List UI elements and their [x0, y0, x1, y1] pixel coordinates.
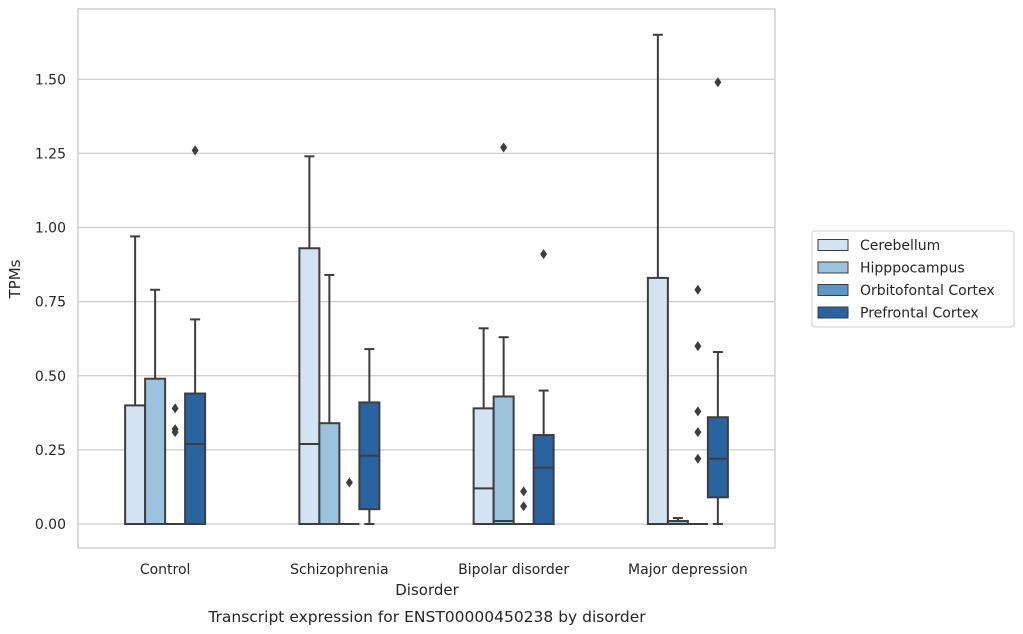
legend-swatch — [817, 239, 849, 251]
box-plot-area — [124, 33, 729, 526]
outlier-point — [714, 77, 722, 88]
box-schizophrenia-prefrontal-cortex — [358, 348, 381, 525]
legend-swatch — [817, 306, 849, 319]
outlier-point — [694, 406, 702, 417]
box-schizophrenia-cerebellum — [298, 155, 321, 525]
y-tick-label: 0.75 — [35, 295, 66, 311]
y-axis-label: TPMs — [6, 259, 24, 299]
box-body — [184, 392, 207, 526]
outlier-point — [345, 477, 353, 488]
box-schizophrenia-hipppocampus — [318, 273, 341, 525]
box-bipolar-disorder-hipppocampus — [492, 142, 515, 526]
outlier-point — [694, 453, 702, 464]
legend-label: Orbitofontal Cortex — [860, 283, 995, 299]
box-control-hipppocampus — [144, 288, 167, 525]
box-body — [532, 434, 555, 525]
box-control-prefrontal-cortex — [184, 145, 207, 526]
y-tick-label: 1.00 — [35, 221, 66, 237]
outlier-point — [171, 403, 179, 414]
grid-lines — [78, 78, 775, 525]
box-body — [492, 395, 515, 526]
box-major-depression-cerebellum — [646, 33, 669, 525]
outlier-point — [520, 501, 528, 512]
box-body — [124, 404, 147, 525]
outlier-point — [500, 142, 508, 153]
outlier-point — [694, 284, 702, 295]
box-schizophrenia-orbitofontal-cortex — [339, 477, 360, 525]
box-major-depression-orbitofontal-cortex — [687, 284, 708, 525]
legend-item-orbitofontal-cortex: Orbitofontal Cortex — [817, 283, 995, 299]
outlier-point — [540, 249, 548, 260]
box-body — [298, 247, 321, 525]
outlier-point — [191, 145, 199, 156]
legend-swatch — [817, 284, 849, 296]
outlier-point — [694, 427, 702, 438]
x-tick-labels: Control Schizophrenia Bipolar disorder Majo… — [140, 562, 748, 578]
box-bipolar-disorder-cerebellum — [472, 327, 495, 525]
x-tick-label: Major depression — [628, 562, 748, 578]
y-tick-label: 0.00 — [35, 517, 66, 533]
box-bipolar-disorder-orbitofontal-cortex — [513, 486, 534, 525]
outlier-point — [694, 341, 702, 352]
legend-item-prefrontal-cortex: Prefrontal Cortex — [817, 306, 979, 322]
box-major-depression-prefrontal-cortex — [706, 77, 729, 525]
y-tick-label: 0.25 — [35, 443, 66, 459]
y-tick-label: 1.50 — [35, 72, 66, 88]
legend-frame — [811, 230, 1015, 328]
x-axis-label: Disorder — [395, 581, 459, 599]
x-tick-label: Control — [140, 562, 191, 578]
plot-frame — [77, 8, 776, 549]
legend: Cerebellum Hipppocampus Orbitofontal Corte… — [811, 230, 1015, 328]
box-major-depression-hipppocampus — [666, 517, 689, 525]
legend-swatch — [817, 261, 849, 274]
legend-label: Prefrontal Cortex — [860, 306, 979, 322]
box-body — [646, 276, 669, 525]
x-tick-label: Bipolar disorder — [458, 562, 569, 578]
legend-item-cerebellum: Cerebellum — [817, 238, 940, 254]
box-control-orbitofontal-cortex — [165, 403, 186, 525]
box-bipolar-disorder-prefrontal-cortex — [532, 249, 555, 525]
x-tick-label: Schizophrenia — [290, 562, 388, 578]
y-tick-label: 0.50 — [35, 369, 66, 385]
outlier-point — [520, 486, 528, 497]
legend-item-hipppocampus: Hipppocampus — [817, 261, 965, 277]
box-control-cerebellum — [124, 235, 147, 525]
legend-label: Hipppocampus — [860, 261, 965, 277]
box-body — [318, 422, 341, 525]
legend-label: Cerebellum — [860, 238, 940, 254]
y-tick-label: 1.25 — [35, 146, 66, 162]
outlier-point — [171, 424, 179, 435]
y-tick-labels: 0.00 0.25 0.50 0.75 1.00 1.25 1.50 — [35, 72, 66, 533]
box-body — [144, 377, 167, 525]
chart-caption: Transcript expression for ENST0000045023… — [207, 608, 646, 626]
box-body — [706, 416, 729, 499]
box-body — [472, 407, 495, 525]
